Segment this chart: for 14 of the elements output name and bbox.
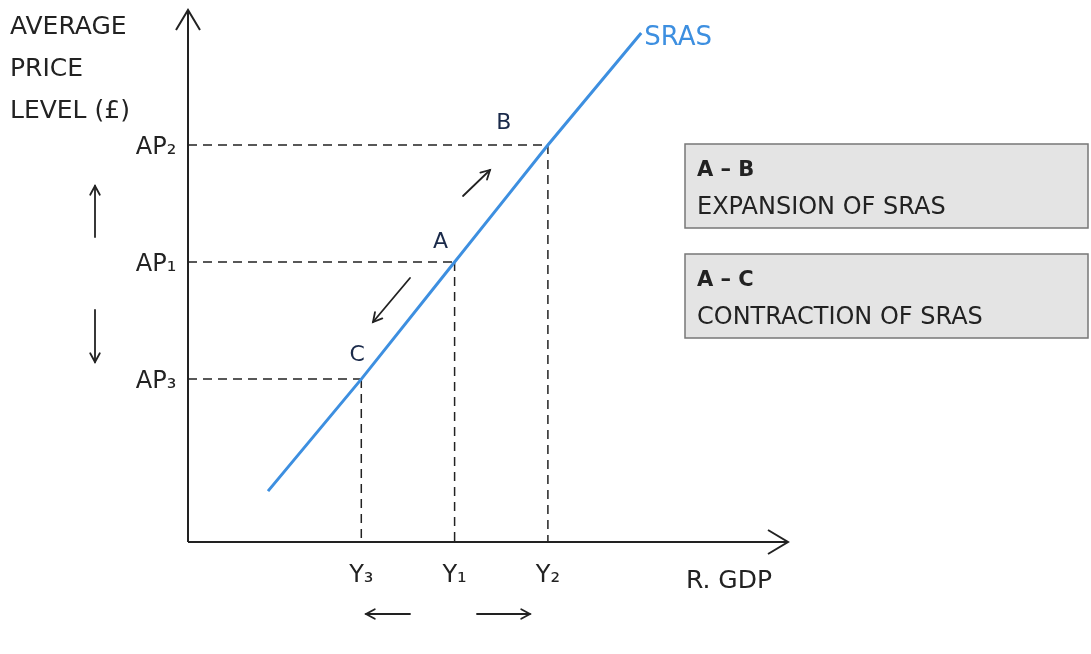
ref-line-label: AP₃ (135, 366, 177, 395)
x-tick-label: Y₂ (534, 560, 561, 588)
ref-line-label: AP₂ (135, 131, 177, 160)
x-tick-label: Y₃ (348, 560, 374, 588)
annotation: A (433, 228, 449, 254)
annotation: B (496, 108, 512, 134)
ref-line-label: AP₁ (135, 249, 177, 278)
x-axis-title: R. GDP (686, 565, 773, 594)
series-label: SRAS (644, 21, 713, 51)
annotation: C (349, 341, 365, 367)
y-axis-title: AVERAGE PRICE LEVEL (£) (10, 11, 130, 124)
x-tick-label: Y₁ (441, 560, 467, 588)
text-box: A – C CONTRACTION OF SRAS (684, 253, 1089, 339)
text-box: A – B EXPANSION OF SRAS (684, 143, 1089, 229)
